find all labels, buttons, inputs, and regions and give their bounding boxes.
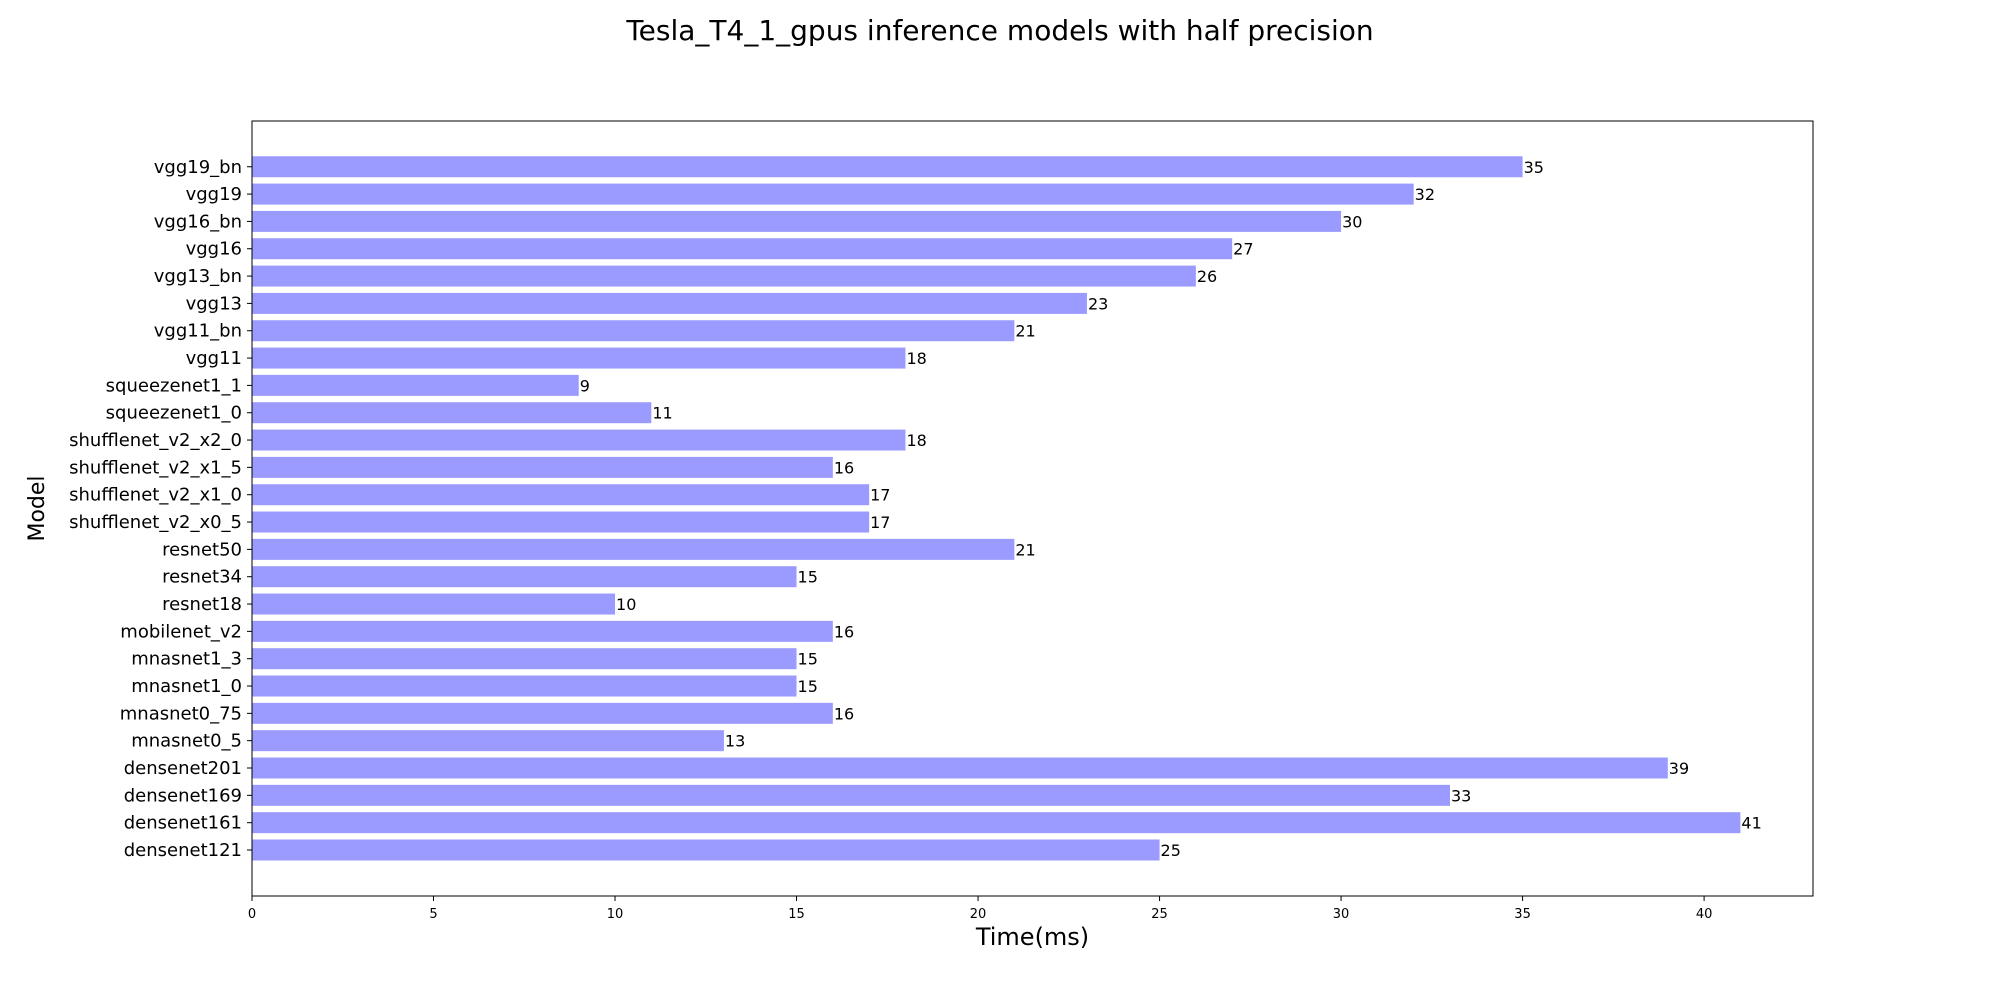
x-tick-label-0: 0 (248, 907, 256, 922)
x-tick-label-20: 20 (970, 907, 987, 922)
y-tick-label-squeezenet1_1: squeezenet1_1 (106, 375, 242, 396)
data-label-densenet161: 41 (1741, 814, 1761, 833)
y-tick-label-vgg16: vgg16 (186, 239, 242, 260)
bar-mnasnet0_5 (252, 730, 724, 752)
data-label-densenet121: 25 (1161, 841, 1181, 860)
bar-densenet169 (252, 784, 1450, 806)
data-label-resnet34: 15 (798, 568, 818, 587)
data-label-vgg19: 32 (1415, 185, 1435, 204)
bar-mobilenet_v2 (252, 620, 833, 642)
data-label-resnet50: 21 (1015, 540, 1035, 559)
bar-resnet50 (252, 538, 1015, 560)
x-tick-label-5: 5 (429, 907, 437, 922)
data-label-vgg13_bn: 26 (1197, 267, 1217, 286)
y-axis-ticks: densenet121 densenet161 densenet169 densene… (69, 157, 252, 861)
data-label-mnasnet1_3: 15 (798, 650, 818, 669)
x-tick-label-35: 35 (1514, 907, 1531, 922)
y-tick-label-densenet161: densenet161 (124, 813, 242, 834)
y-tick-label-resnet18: resnet18 (162, 594, 242, 615)
data-label-vgg19_bn: 35 (1524, 158, 1544, 177)
x-axis-ticks: 0 5 10 15 20 25 30 35 40 (248, 896, 1713, 922)
bar-vgg19_bn (252, 156, 1523, 178)
bars-layer (252, 156, 1741, 861)
data-label-vgg16: 27 (1233, 240, 1253, 259)
bar-resnet34 (252, 566, 797, 588)
bar-mnasnet0_75 (252, 702, 833, 724)
data-label-shufflenet_v2_x2_0: 18 (906, 431, 926, 450)
data-label-mnasnet0_5: 13 (725, 732, 745, 751)
y-tick-label-mnasnet1_3: mnasnet1_3 (131, 649, 242, 670)
data-label-shufflenet_v2_x1_0: 17 (870, 486, 890, 505)
y-tick-label-vgg19: vgg19 (186, 184, 242, 205)
data-label-vgg11: 18 (906, 349, 926, 368)
bar-vgg13 (252, 292, 1087, 314)
y-tick-label-densenet169: densenet169 (124, 785, 242, 806)
bar-resnet18 (252, 593, 616, 615)
y-tick-label-shufflenet_v2_x0_5: shufflenet_v2_x0_5 (69, 512, 242, 533)
x-tick-label-25: 25 (1151, 907, 1168, 922)
x-tick-label-40: 40 (1696, 907, 1713, 922)
y-tick-label-vgg11_bn: vgg11_bn (154, 321, 242, 342)
bar-densenet121 (252, 839, 1160, 861)
data-labels-layer: 25 41 33 39 13 16 15 15 16 10 15 21 17 17 16 18 11 9 18 21 2… (580, 158, 1762, 860)
bar-vgg11 (252, 347, 906, 369)
data-label-vgg11_bn: 21 (1015, 322, 1035, 341)
data-label-resnet18: 10 (616, 595, 636, 614)
data-label-squeezenet1_1: 9 (580, 376, 590, 395)
bar-shufflenet_v2_x2_0 (252, 429, 906, 451)
data-label-shufflenet_v2_x0_5: 17 (870, 513, 890, 532)
data-label-squeezenet1_0: 11 (652, 404, 672, 423)
x-axis-label: Time(ms) (975, 923, 1089, 951)
data-label-mobilenet_v2: 16 (834, 622, 854, 641)
bar-vgg16 (252, 238, 1233, 260)
y-tick-label-vgg16_bn: vgg16_bn (154, 211, 242, 232)
data-label-densenet169: 33 (1451, 786, 1471, 805)
y-tick-label-shufflenet_v2_x1_0: shufflenet_v2_x1_0 (69, 485, 242, 506)
y-tick-label-shufflenet_v2_x2_0: shufflenet_v2_x2_0 (69, 430, 242, 451)
x-tick-label-30: 30 (1333, 907, 1350, 922)
y-tick-label-vgg19_bn: vgg19_bn (154, 157, 242, 178)
y-tick-label-resnet50: resnet50 (162, 539, 242, 560)
bar-densenet161 (252, 812, 1741, 834)
y-tick-label-vgg11: vgg11 (186, 348, 242, 369)
data-label-densenet201: 39 (1669, 759, 1689, 778)
y-tick-label-mnasnet0_75: mnasnet0_75 (120, 703, 242, 724)
data-label-vgg13: 23 (1088, 294, 1108, 313)
bar-shufflenet_v2_x1_0 (252, 484, 870, 506)
bar-squeezenet1_1 (252, 374, 579, 396)
bar-vgg13_bn (252, 265, 1196, 287)
y-tick-label-shufflenet_v2_x1_5: shufflenet_v2_x1_5 (69, 457, 242, 478)
bar-vgg16_bn (252, 210, 1342, 232)
bar-densenet201 (252, 757, 1668, 779)
data-label-mnasnet1_0: 15 (798, 677, 818, 696)
bar-vgg11_bn (252, 320, 1015, 342)
y-tick-label-vgg13_bn: vgg13_bn (154, 266, 242, 287)
data-label-vgg16_bn: 30 (1342, 212, 1362, 231)
y-tick-label-vgg13: vgg13 (186, 293, 242, 314)
x-tick-label-15: 15 (788, 907, 805, 922)
bar-squeezenet1_0 (252, 402, 652, 424)
y-tick-label-mnasnet1_0: mnasnet1_0 (131, 676, 242, 697)
y-axis-label: Model (25, 475, 50, 541)
plot-frame (251, 120, 1814, 897)
y-tick-label-mnasnet0_5: mnasnet0_5 (131, 731, 242, 752)
bar-shufflenet_v2_x1_5 (252, 456, 833, 478)
y-tick-label-squeezenet1_0: squeezenet1_0 (106, 403, 242, 424)
chart-title: Tesla_T4_1_gpus inference models with ha… (626, 14, 1374, 47)
y-tick-label-densenet121: densenet121 (124, 840, 242, 861)
bar-mnasnet1_3 (252, 648, 797, 670)
y-tick-label-densenet201: densenet201 (124, 758, 242, 779)
bar-vgg19 (252, 183, 1414, 205)
y-tick-label-mobilenet_v2: mobilenet_v2 (120, 621, 242, 642)
y-tick-label-resnet34: resnet34 (162, 567, 242, 588)
data-label-mnasnet0_75: 16 (834, 704, 854, 723)
bar-shufflenet_v2_x0_5 (252, 511, 870, 533)
bar-mnasnet1_0 (252, 675, 797, 697)
x-tick-label-10: 10 (607, 907, 624, 922)
data-label-shufflenet_v2_x1_5: 16 (834, 458, 854, 477)
